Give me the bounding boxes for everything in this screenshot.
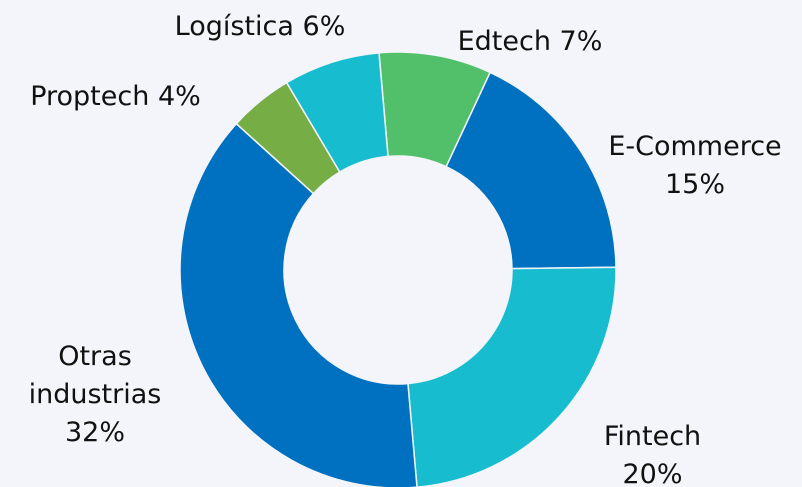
slice: [179, 122, 418, 487]
category-label: E-Commerce: [608, 131, 782, 162]
value-label: 4%: [157, 81, 201, 112]
slice-label: Proptech 4%: [8, 78, 223, 116]
category-label: Edtech: [457, 26, 551, 57]
slice-label: E-Commerce 15%: [585, 128, 802, 204]
value-label: 20%: [622, 459, 683, 487]
category-label: Proptech: [30, 81, 150, 112]
slice-label: Otras industrias 32%: [0, 338, 190, 452]
category-label: Fintech: [603, 421, 702, 452]
slice: [407, 266, 617, 487]
value-label: 7%: [559, 26, 603, 57]
value-label: 6%: [302, 11, 346, 42]
slice-label: Fintech 20%: [560, 418, 745, 487]
slice: [285, 52, 389, 174]
category-label: Otras industrias: [28, 341, 162, 410]
value-label: 32%: [64, 417, 125, 448]
slice: [445, 71, 617, 270]
slice-label: Logística 6%: [155, 8, 365, 46]
value-label: 15%: [664, 169, 725, 200]
slice-label: Edtech 7%: [440, 23, 620, 61]
category-label: Logística: [174, 11, 294, 42]
